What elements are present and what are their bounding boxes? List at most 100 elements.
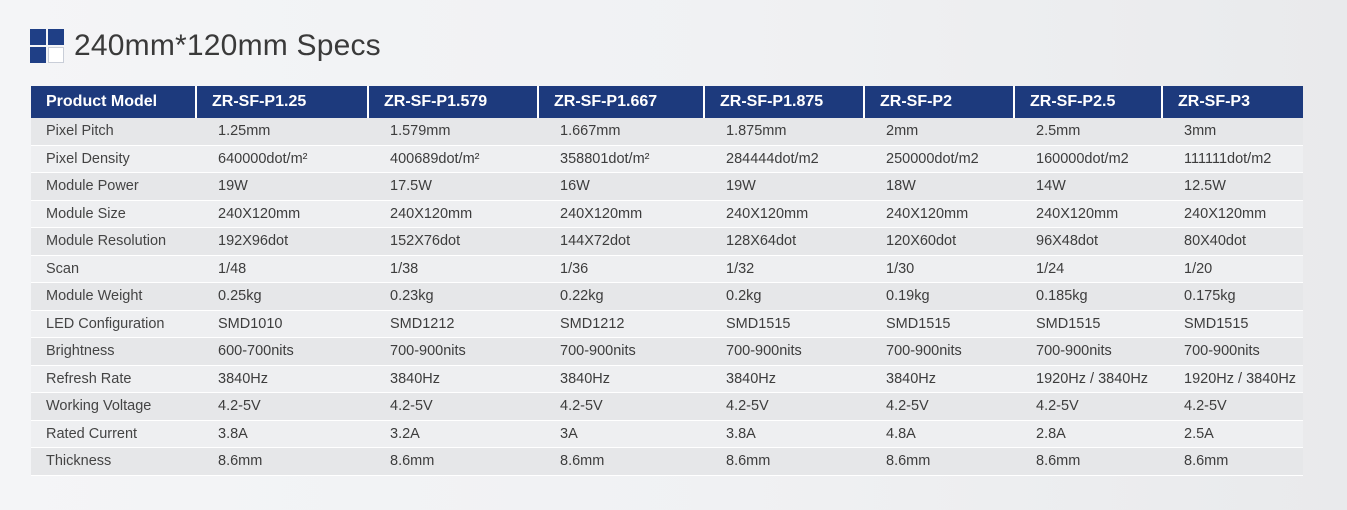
spec-value: 0.2kg: [704, 282, 864, 311]
spec-value: 4.2-5V: [704, 392, 864, 421]
table-row: Refresh Rate 3840Hz 3840Hz 3840Hz 3840Hz 3840…: [31, 365, 1303, 393]
spec-value: 16W: [538, 172, 704, 201]
spec-value: 111111dot/m2: [1162, 145, 1303, 173]
header-model-3: ZR-SF-P1.667: [538, 86, 705, 118]
spec-value: 3840Hz: [864, 365, 1014, 393]
spec-value: 2.5A: [1162, 420, 1303, 448]
table-row: LED Configuration SMD1010 SMD1212 SMD1212 SM…: [31, 310, 1303, 338]
spec-label: Pixel Density: [31, 145, 196, 173]
spec-value: SMD1010: [196, 310, 368, 338]
spec-value: 4.2-5V: [368, 392, 538, 421]
table-row: Pixel Density 640000dot/m² 400689dot/m² 358…: [31, 145, 1303, 173]
spec-label: LED Configuration: [31, 310, 196, 338]
spec-value: 700-900nits: [368, 337, 538, 366]
spec-label: Module Resolution: [31, 227, 196, 256]
spec-value: 8.6mm: [368, 447, 538, 476]
spec-label: Module Size: [31, 200, 196, 228]
table-row: Module Power 19W 17.5W 16W 19W 18W 14W 12.5W: [31, 172, 1303, 201]
spec-value: SMD1212: [538, 310, 704, 338]
spec-value: 18W: [864, 172, 1014, 201]
spec-value: 4.2-5V: [538, 392, 704, 421]
table-row: Module Weight 0.25kg 0.23kg 0.22kg 0.2kg 0.19…: [31, 282, 1303, 311]
spec-label: Scan: [31, 255, 196, 283]
spec-value: 250000dot/m2: [864, 145, 1014, 173]
grid-squares-icon: [30, 29, 64, 63]
spec-value: 3mm: [1162, 118, 1303, 146]
spec-value: 1.579mm: [368, 118, 538, 146]
spec-value: 3.2A: [368, 420, 538, 448]
spec-value: 240X120mm: [1162, 200, 1303, 228]
spec-value: SMD1515: [1162, 310, 1303, 338]
spec-value: 19W: [704, 172, 864, 201]
table-row: Rated Current 3.8A 3.2A 3A 3.8A 4.8A 2.8A 2.5A: [31, 420, 1303, 448]
spec-value: 2mm: [864, 118, 1014, 146]
spec-value: 160000dot/m2: [1014, 145, 1162, 173]
spec-value: 1.875mm: [704, 118, 864, 146]
spec-value: 1/24: [1014, 255, 1162, 283]
spec-label: Rated Current: [31, 420, 196, 448]
spec-value: 0.19kg: [864, 282, 1014, 311]
spec-value: 1920Hz / 3840Hz: [1014, 365, 1162, 393]
spec-value: 144X72dot: [538, 227, 704, 256]
header-model-6: ZR-SF-P2.5: [1014, 86, 1163, 118]
table-row: Module Resolution 192X96dot 152X76dot 144X7…: [31, 227, 1303, 256]
spec-value: 0.185kg: [1014, 282, 1162, 311]
spec-value: SMD1515: [1014, 310, 1162, 338]
header-product-model: Product Model: [31, 86, 197, 118]
spec-value: 128X64dot: [704, 227, 864, 256]
spec-value: 0.175kg: [1162, 282, 1303, 311]
page-title: 240mm*120mm Specs: [74, 29, 381, 62]
header-model-7: ZR-SF-P3: [1162, 86, 1303, 118]
table-row: Thickness 8.6mm 8.6mm 8.6mm 8.6mm 8.6mm 8.6mm 8…: [31, 447, 1303, 476]
spec-value: 240X120mm: [196, 200, 368, 228]
spec-value: 240X120mm: [368, 200, 538, 228]
spec-value: 240X120mm: [538, 200, 704, 228]
spec-value: 4.2-5V: [864, 392, 1014, 421]
spec-value: 700-900nits: [1014, 337, 1162, 366]
spec-value: SMD1212: [368, 310, 538, 338]
spec-value: 2.5mm: [1014, 118, 1162, 146]
spec-value: 4.2-5V: [1014, 392, 1162, 421]
spec-value: 240X120mm: [704, 200, 864, 228]
spec-value: SMD1515: [864, 310, 1014, 338]
spec-value: 3A: [538, 420, 704, 448]
spec-value: 700-900nits: [538, 337, 704, 366]
spec-value: 1/20: [1162, 255, 1303, 283]
spec-value: 3840Hz: [538, 365, 704, 393]
page-header: 240mm*120mm Specs: [30, 26, 381, 66]
spec-value: 284444dot/m2: [704, 145, 864, 173]
spec-value: 0.22kg: [538, 282, 704, 311]
table-row: Module Size 240X120mm 240X120mm 240X120mm 24…: [31, 200, 1303, 228]
spec-label: Thickness: [31, 447, 196, 476]
header-model-1: ZR-SF-P1.25: [196, 86, 369, 118]
spec-value: 80X40dot: [1162, 227, 1303, 256]
spec-value: 1/30: [864, 255, 1014, 283]
spec-value: 358801dot/m²: [538, 145, 704, 173]
spec-value: 1/38: [368, 255, 538, 283]
spec-value: 240X120mm: [1014, 200, 1162, 228]
spec-value: 0.25kg: [196, 282, 368, 311]
spec-value: 192X96dot: [196, 227, 368, 256]
spec-value: 4.2-5V: [1162, 392, 1303, 421]
spec-value: 1/36: [538, 255, 704, 283]
spec-value: 640000dot/m²: [196, 145, 368, 173]
spec-value: 152X76dot: [368, 227, 538, 256]
spec-value: 400689dot/m²: [368, 145, 538, 173]
spec-value: 3840Hz: [196, 365, 368, 393]
spec-value: 600-700nits: [196, 337, 368, 366]
table-body: Pixel Pitch 1.25mm 1.579mm 1.667mm 1.875mm 2m…: [31, 118, 1303, 476]
spec-value: 17.5W: [368, 172, 538, 201]
spec-value: 1/48: [196, 255, 368, 283]
spec-value: 1/32: [704, 255, 864, 283]
spec-value: 8.6mm: [1162, 447, 1303, 476]
spec-label: Refresh Rate: [31, 365, 196, 393]
spec-value: 1.25mm: [196, 118, 368, 146]
spec-value: 12.5W: [1162, 172, 1303, 201]
spec-value: 700-900nits: [704, 337, 864, 366]
table-row: Brightness 600-700nits 700-900nits 700-900n…: [31, 337, 1303, 366]
table-header: Product Model ZR-SF-P1.25 ZR-SF-P1.579 ZR-S…: [31, 86, 1303, 118]
spec-value: 700-900nits: [1162, 337, 1303, 366]
spec-value: 8.6mm: [864, 447, 1014, 476]
spec-label: Pixel Pitch: [31, 118, 196, 146]
spec-value: 4.8A: [864, 420, 1014, 448]
